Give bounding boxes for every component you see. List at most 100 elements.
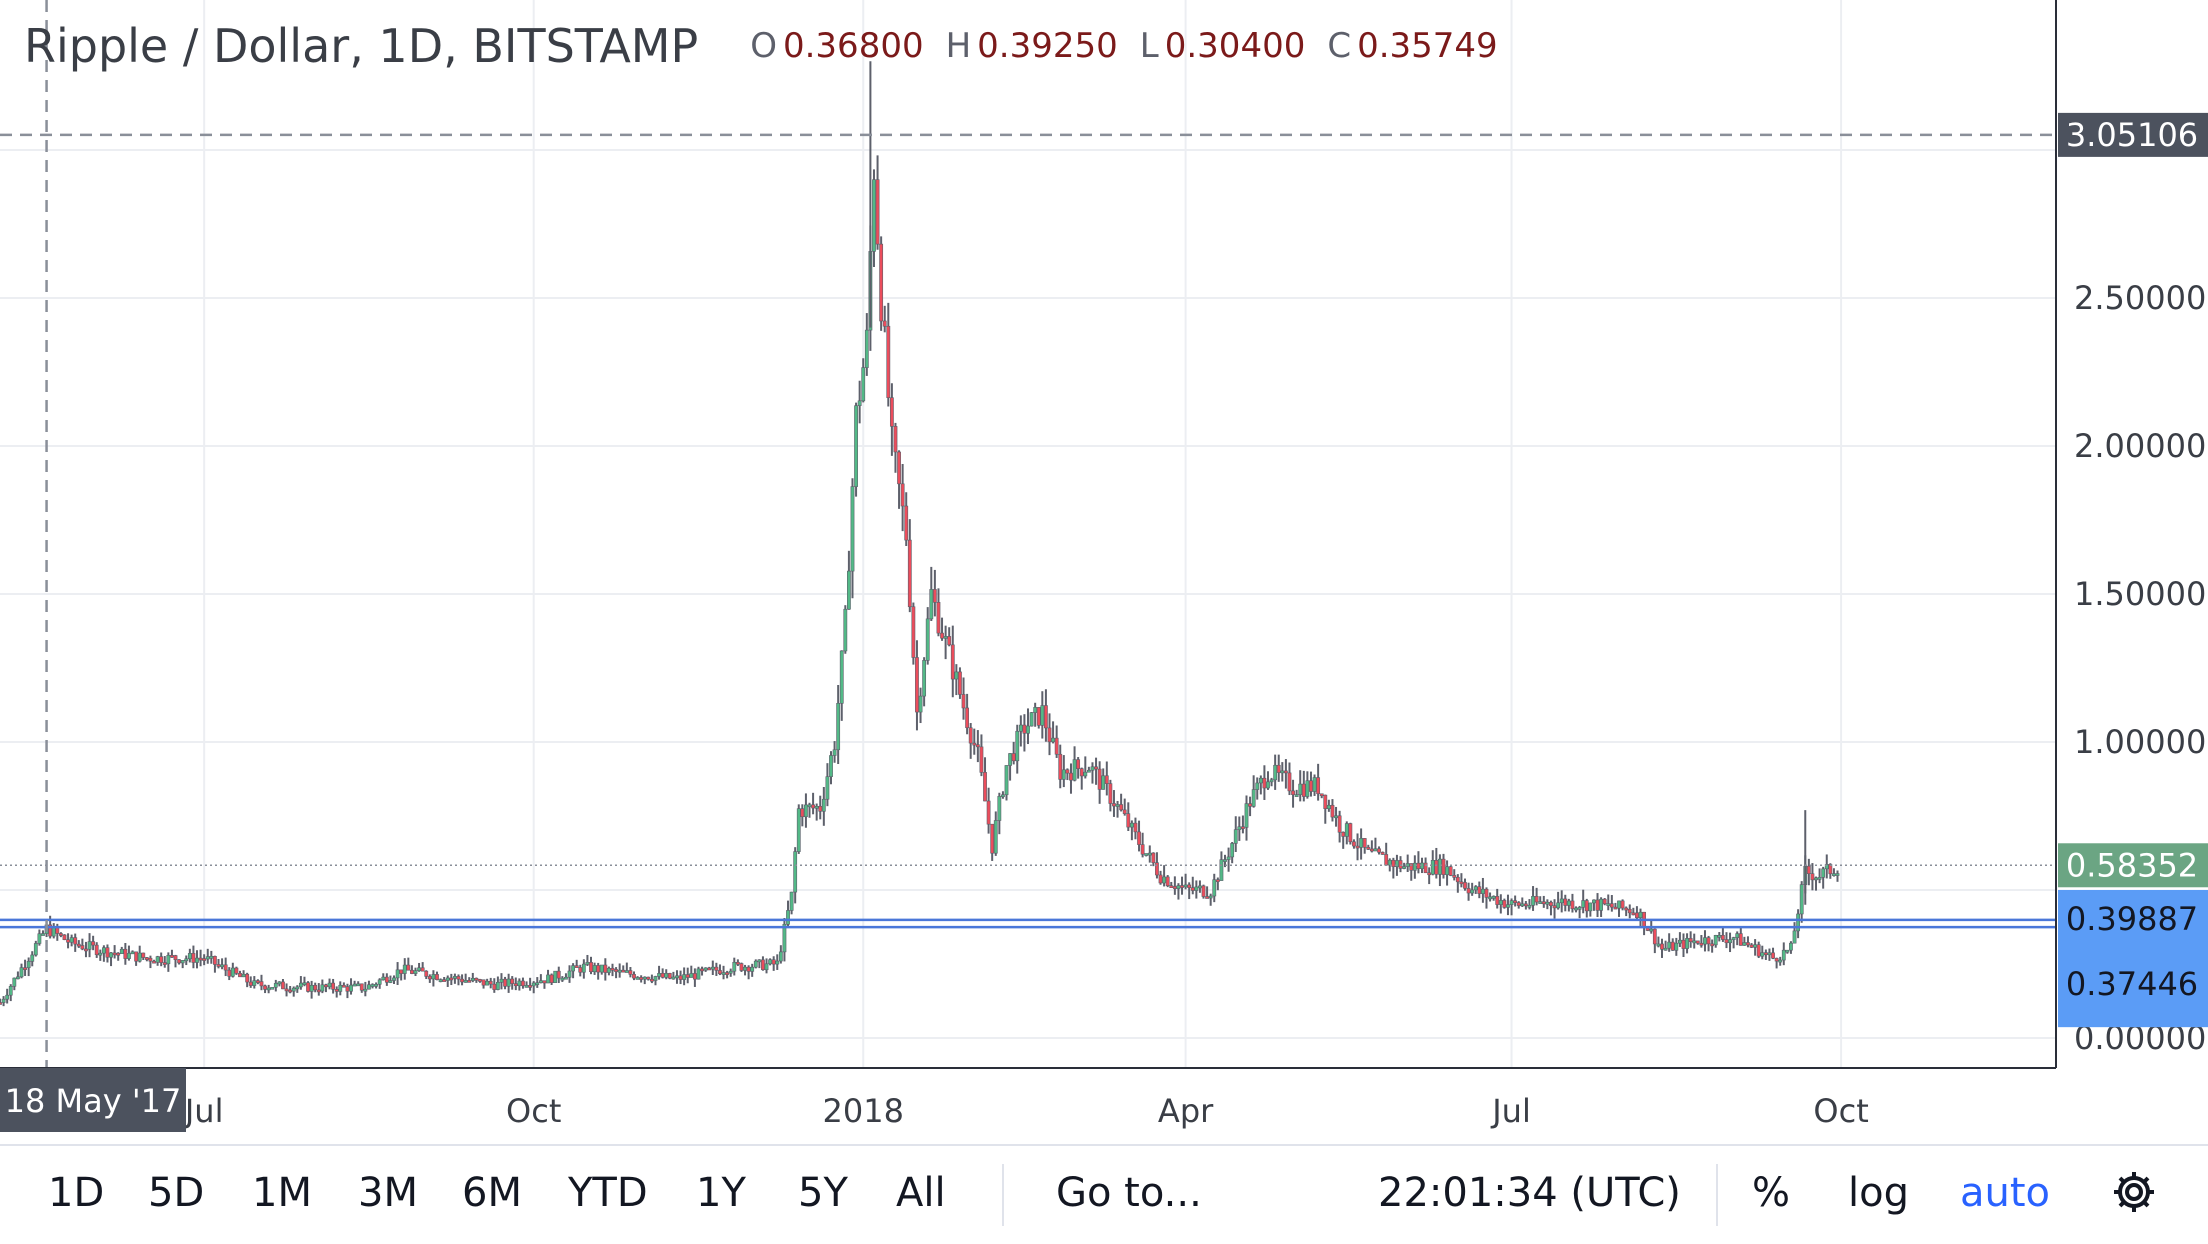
candle-body: [807, 804, 812, 808]
range-all-button[interactable]: All: [896, 1170, 946, 1216]
range-3m-button[interactable]: 3M: [358, 1170, 418, 1216]
utc-clock[interactable]: 22:01:34 (UTC): [1378, 1170, 1681, 1216]
auto-toggle[interactable]: auto: [1960, 1170, 2051, 1216]
candle-body: [743, 966, 747, 971]
candle-body: [406, 964, 411, 971]
candle-body: [309, 984, 314, 992]
candle-body: [76, 943, 81, 947]
candle-body: [1774, 957, 1779, 962]
candle-body: [628, 970, 633, 975]
candle-body: [1054, 737, 1059, 755]
candle-body: [134, 951, 139, 962]
range-5y-button[interactable]: 5Y: [798, 1170, 848, 1216]
range-ytd-button[interactable]: YTD: [568, 1170, 648, 1216]
candle-body: [5, 994, 10, 1000]
candle-body: [735, 961, 740, 965]
range-1d-button[interactable]: 1D: [48, 1170, 105, 1216]
candle-body: [528, 985, 533, 988]
candle-body: [1126, 813, 1131, 828]
candle-body: [230, 967, 235, 977]
candle-body: [141, 952, 146, 958]
candle-body: [41, 933, 45, 936]
candle-body: [893, 426, 898, 453]
range-1m-button[interactable]: 1M: [252, 1170, 312, 1216]
candle-body: [162, 962, 167, 965]
candle-body: [1681, 939, 1686, 949]
settings-gear-icon[interactable]: [2110, 1168, 2158, 1216]
candle-body: [872, 179, 876, 252]
candle-body: [302, 982, 307, 986]
candle-body: [1835, 873, 1840, 876]
candle-body: [1140, 844, 1145, 855]
candle-body: [1004, 765, 1009, 796]
candle-body: [1656, 943, 1661, 947]
candle-body: [578, 967, 583, 973]
candle-body: [1566, 900, 1571, 906]
candle-body: [703, 967, 708, 971]
candle-body: [1620, 900, 1625, 909]
x-tick-label: Apr: [1158, 1092, 1214, 1130]
candle-body: [911, 606, 916, 658]
candle-body: [1352, 841, 1356, 847]
candle-body: [882, 320, 887, 327]
candle-body: [130, 951, 135, 955]
candle-body: [367, 984, 371, 990]
candle-body: [359, 983, 364, 991]
candle-body: [1395, 860, 1399, 867]
candle-body: [1652, 928, 1657, 945]
candle-body: [940, 632, 944, 639]
candle-body: [689, 973, 694, 978]
candle-body: [166, 955, 171, 965]
candle-body: [331, 982, 336, 990]
candle-body: [983, 772, 987, 802]
candle-body: [650, 978, 654, 982]
candle-body: [1541, 901, 1546, 905]
candle-body: [1072, 759, 1077, 781]
candle-body: [402, 964, 407, 974]
candle-body: [1455, 876, 1460, 883]
candle-body: [1033, 707, 1038, 713]
candle-body: [213, 956, 217, 965]
candle-body: [30, 954, 35, 962]
x-tick-label: Oct: [506, 1092, 561, 1130]
candle-body: [1531, 896, 1535, 906]
goto-button[interactable]: Go to...: [1056, 1170, 1202, 1216]
candle-body: [1047, 727, 1052, 743]
candle-body: [1624, 907, 1629, 911]
candle-body: [814, 805, 819, 809]
candle-body: [1760, 952, 1765, 957]
candle-body: [263, 985, 267, 990]
candle-body: [23, 967, 27, 970]
candle-body: [69, 937, 74, 943]
candle-body: [821, 798, 826, 812]
range-6m-button[interactable]: 6M: [462, 1170, 522, 1216]
candle-body: [685, 974, 690, 978]
candle-body: [861, 367, 866, 402]
candle-body: [829, 755, 833, 777]
candle-body: [1527, 905, 1532, 908]
candle-body: [1022, 724, 1027, 734]
candle-body: [463, 980, 468, 983]
candle-body: [915, 657, 919, 713]
candle-body: [1660, 943, 1664, 950]
candle-body: [1369, 848, 1374, 852]
candle-body: [671, 976, 676, 980]
candle-body: [1627, 908, 1632, 914]
candle-body: [778, 951, 783, 962]
chart-legend: Ripple / Dollar, 1D, BITSTAMP O 0.36800 H…: [24, 14, 1498, 78]
candle-body: [757, 959, 762, 963]
log-toggle[interactable]: log: [1848, 1170, 1909, 1216]
candle-body: [1480, 888, 1485, 894]
candle-body: [954, 671, 959, 680]
candle-body: [1151, 852, 1156, 864]
range-1y-button[interactable]: 1Y: [696, 1170, 746, 1216]
percent-toggle[interactable]: %: [1752, 1170, 1791, 1216]
candle-body: [413, 970, 418, 974]
candle-body: [1430, 860, 1435, 875]
candle-body: [1040, 705, 1045, 726]
candle-body: [1348, 823, 1353, 843]
range-5d-button[interactable]: 5D: [148, 1170, 205, 1216]
candle-body: [1359, 838, 1364, 848]
candle-body: [1595, 899, 1600, 911]
